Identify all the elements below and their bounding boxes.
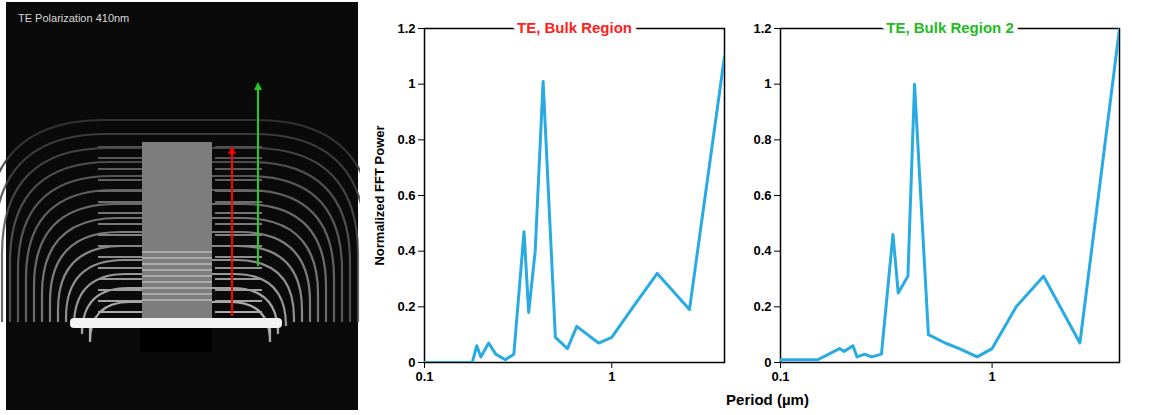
- svg-text:0.1: 0.1: [771, 369, 789, 384]
- svg-text:Normalized FFT Power: Normalized FFT Power: [372, 125, 387, 265]
- svg-text:0.4: 0.4: [397, 243, 416, 258]
- svg-text:0.6: 0.6: [753, 188, 771, 203]
- svg-text:1.2: 1.2: [753, 21, 771, 36]
- svg-text:TE, Bulk Region: TE, Bulk Region: [517, 19, 632, 36]
- svg-text:0.8: 0.8: [753, 132, 771, 147]
- svg-text:TE Polarization 410nm: TE Polarization 410nm: [18, 12, 129, 24]
- svg-text:1: 1: [608, 369, 615, 384]
- svg-text:0: 0: [764, 355, 771, 370]
- svg-text:0.2: 0.2: [397, 299, 415, 314]
- svg-text:0.8: 0.8: [397, 132, 415, 147]
- svg-text:1.2: 1.2: [397, 21, 415, 36]
- svg-text:1: 1: [988, 369, 995, 384]
- svg-text:0.1: 0.1: [415, 369, 433, 384]
- svg-text:1: 1: [764, 76, 771, 91]
- svg-text:1: 1: [408, 76, 415, 91]
- svg-text:0.4: 0.4: [753, 243, 772, 258]
- svg-text:0.2: 0.2: [753, 299, 771, 314]
- html-text:Period (µm): Period (µm): [726, 391, 809, 408]
- svg-text:0.6: 0.6: [397, 188, 415, 203]
- svg-text:0: 0: [408, 355, 415, 370]
- svg-text:TE, Bulk Region 2: TE, Bulk Region 2: [886, 19, 1014, 36]
